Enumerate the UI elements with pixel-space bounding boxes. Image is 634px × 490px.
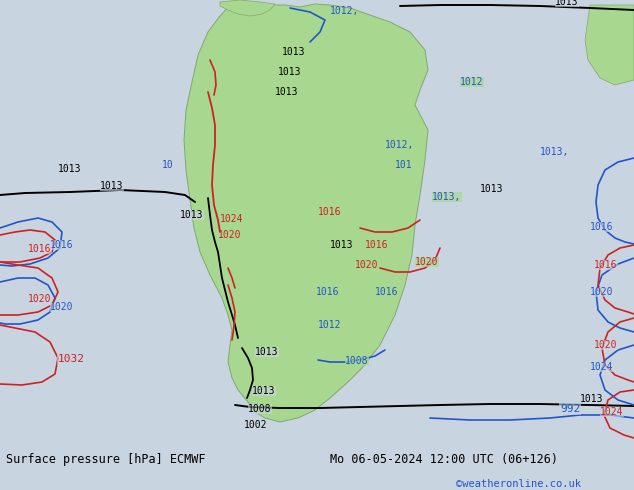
Text: 1013,: 1013, (540, 147, 569, 157)
Text: ©weatheronline.co.uk: ©weatheronline.co.uk (456, 479, 581, 489)
Text: 1020: 1020 (594, 340, 618, 350)
Text: 1024: 1024 (590, 362, 614, 372)
Text: 1016: 1016 (316, 287, 339, 297)
Text: 1016: 1016 (375, 287, 399, 297)
Text: 1016: 1016 (590, 222, 614, 232)
Text: 1012,: 1012, (385, 140, 415, 150)
Text: 1013: 1013 (580, 394, 604, 404)
Text: 1013: 1013 (480, 184, 503, 194)
Text: 1013: 1013 (330, 240, 354, 250)
Text: 1020: 1020 (50, 302, 74, 312)
Text: Surface pressure [hPa] ECMWF: Surface pressure [hPa] ECMWF (6, 452, 206, 466)
Text: 1013: 1013 (282, 47, 306, 57)
Text: 1032: 1032 (58, 354, 85, 364)
Text: 1024: 1024 (600, 407, 623, 417)
Text: 1020: 1020 (355, 260, 378, 270)
Text: 1013: 1013 (100, 181, 124, 191)
Text: 1020: 1020 (28, 294, 51, 304)
Text: 1016: 1016 (28, 244, 51, 254)
Polygon shape (184, 2, 428, 422)
Polygon shape (220, 0, 275, 16)
Text: 1013: 1013 (180, 210, 204, 220)
Text: 1016: 1016 (365, 240, 389, 250)
Text: 1016: 1016 (594, 260, 618, 270)
Text: 10: 10 (162, 160, 174, 170)
Text: 1016: 1016 (318, 207, 342, 217)
Text: 1013: 1013 (252, 386, 276, 396)
Text: 1016: 1016 (50, 240, 74, 250)
Text: 1013: 1013 (278, 67, 302, 77)
Text: 1013: 1013 (555, 0, 578, 7)
Text: 1013: 1013 (255, 347, 278, 357)
Text: 1020: 1020 (218, 230, 242, 240)
Text: 1013: 1013 (275, 87, 299, 97)
Text: 992: 992 (560, 404, 580, 414)
Text: Mo 06-05-2024 12:00 UTC (06+126): Mo 06-05-2024 12:00 UTC (06+126) (330, 452, 558, 466)
Text: 1020: 1020 (590, 287, 614, 297)
Text: 1012: 1012 (318, 320, 342, 330)
Text: 101: 101 (395, 160, 413, 170)
Text: 1024: 1024 (220, 214, 243, 224)
Polygon shape (585, 5, 634, 85)
Text: 1008: 1008 (345, 356, 368, 366)
Text: 1008: 1008 (248, 404, 271, 414)
Text: 1013,: 1013, (432, 192, 462, 202)
Text: 1002: 1002 (244, 420, 268, 430)
Text: 1013: 1013 (58, 164, 82, 174)
Text: 1012: 1012 (460, 77, 484, 87)
Text: 1012,: 1012, (330, 6, 359, 16)
Text: 1020: 1020 (415, 257, 439, 267)
